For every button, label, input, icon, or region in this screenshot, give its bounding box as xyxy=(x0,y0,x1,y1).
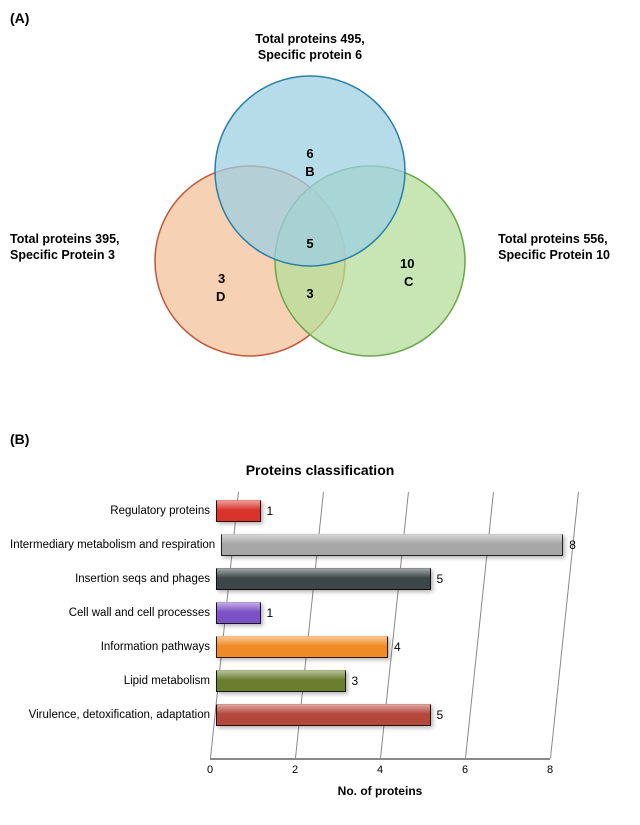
venn-c-letter: C xyxy=(404,274,413,289)
bar-value: 4 xyxy=(394,640,401,654)
bar-area: 5 xyxy=(216,562,556,596)
venn-diagram: Total proteins 495,Specific protein 6 To… xyxy=(10,31,610,411)
bar xyxy=(216,500,261,522)
bar-row: Lipid metabolism 3 xyxy=(10,664,610,698)
bar-value: 8 xyxy=(569,538,576,552)
bar-row: Insertion seqs and phages 5 xyxy=(10,562,610,596)
x-tick: 2 xyxy=(292,764,298,776)
bar xyxy=(216,704,431,726)
bar-row: Cell wall and cell processes 1 xyxy=(10,596,610,630)
bar-label: Intermediary metabolism and respiration xyxy=(10,539,221,551)
venn-svg xyxy=(130,71,490,391)
bar-area: 1 xyxy=(216,494,556,528)
venn-top-label: Total proteins 495,Specific protein 6 xyxy=(255,31,365,64)
bar-label: Insertion seqs and phages xyxy=(10,573,216,585)
bar-area: 5 xyxy=(216,698,556,732)
bar-row: Information pathways 4 xyxy=(10,630,610,664)
bar-value: 1 xyxy=(267,504,274,518)
bar-value: 1 xyxy=(267,606,274,620)
bar xyxy=(216,636,388,658)
chart-title: Proteins classification xyxy=(10,462,630,478)
bar-label: Cell wall and cell processes xyxy=(10,607,216,619)
bar-chart: Regulatory proteins 1 Intermediary metabol… xyxy=(10,488,610,798)
venn-b-letter: B xyxy=(305,164,314,179)
bar-area: 1 xyxy=(216,596,556,630)
bar xyxy=(216,602,261,624)
bar-area: 8 xyxy=(221,528,576,562)
x-tick: 4 xyxy=(377,764,383,776)
bar-label: Virulence, detoxification, adaptation xyxy=(10,709,216,721)
bar-value: 5 xyxy=(437,572,444,586)
bar xyxy=(216,670,346,692)
bar-label: Regulatory proteins xyxy=(10,505,216,517)
venn-b-value: 6 xyxy=(306,146,313,161)
bar-row: Intermediary metabolism and respiration 8 xyxy=(10,528,610,562)
bar-value: 3 xyxy=(352,674,359,688)
bar-label: Lipid metabolism xyxy=(10,675,216,687)
bar-row: Regulatory proteins 1 xyxy=(10,494,610,528)
venn-d-letter: D xyxy=(216,289,225,304)
venn-d-value: 3 xyxy=(218,271,225,286)
bar-label: Information pathways xyxy=(10,641,216,653)
venn-center-value: 5 xyxy=(306,236,313,251)
venn-left-label: Total proteins 395,Specific Protein 3 xyxy=(10,231,120,264)
panel-b-label: (B) xyxy=(10,431,630,447)
venn-cd-value: 3 xyxy=(306,286,313,301)
x-tick: 8 xyxy=(547,764,553,776)
x-tick: 6 xyxy=(462,764,468,776)
x-axis: 0 2 4 6 8 xyxy=(210,764,550,780)
bar-value: 5 xyxy=(437,708,444,722)
venn-c-value: 10 xyxy=(400,256,414,271)
bar xyxy=(221,534,563,556)
bar-area: 3 xyxy=(216,664,556,698)
bar-row: Virulence, detoxification, adaptation 5 xyxy=(10,698,610,732)
venn-right-label: Total proteins 556,Specific Protein 10 xyxy=(498,231,610,264)
x-axis-title: No. of proteins xyxy=(210,784,550,798)
panel-a-label: (A) xyxy=(10,10,630,26)
x-tick: 0 xyxy=(207,764,213,776)
bar xyxy=(216,568,431,590)
bars-area: Regulatory proteins 1 Intermediary metabol… xyxy=(10,488,610,732)
grid-floor xyxy=(210,758,550,760)
bar-area: 4 xyxy=(216,630,556,664)
